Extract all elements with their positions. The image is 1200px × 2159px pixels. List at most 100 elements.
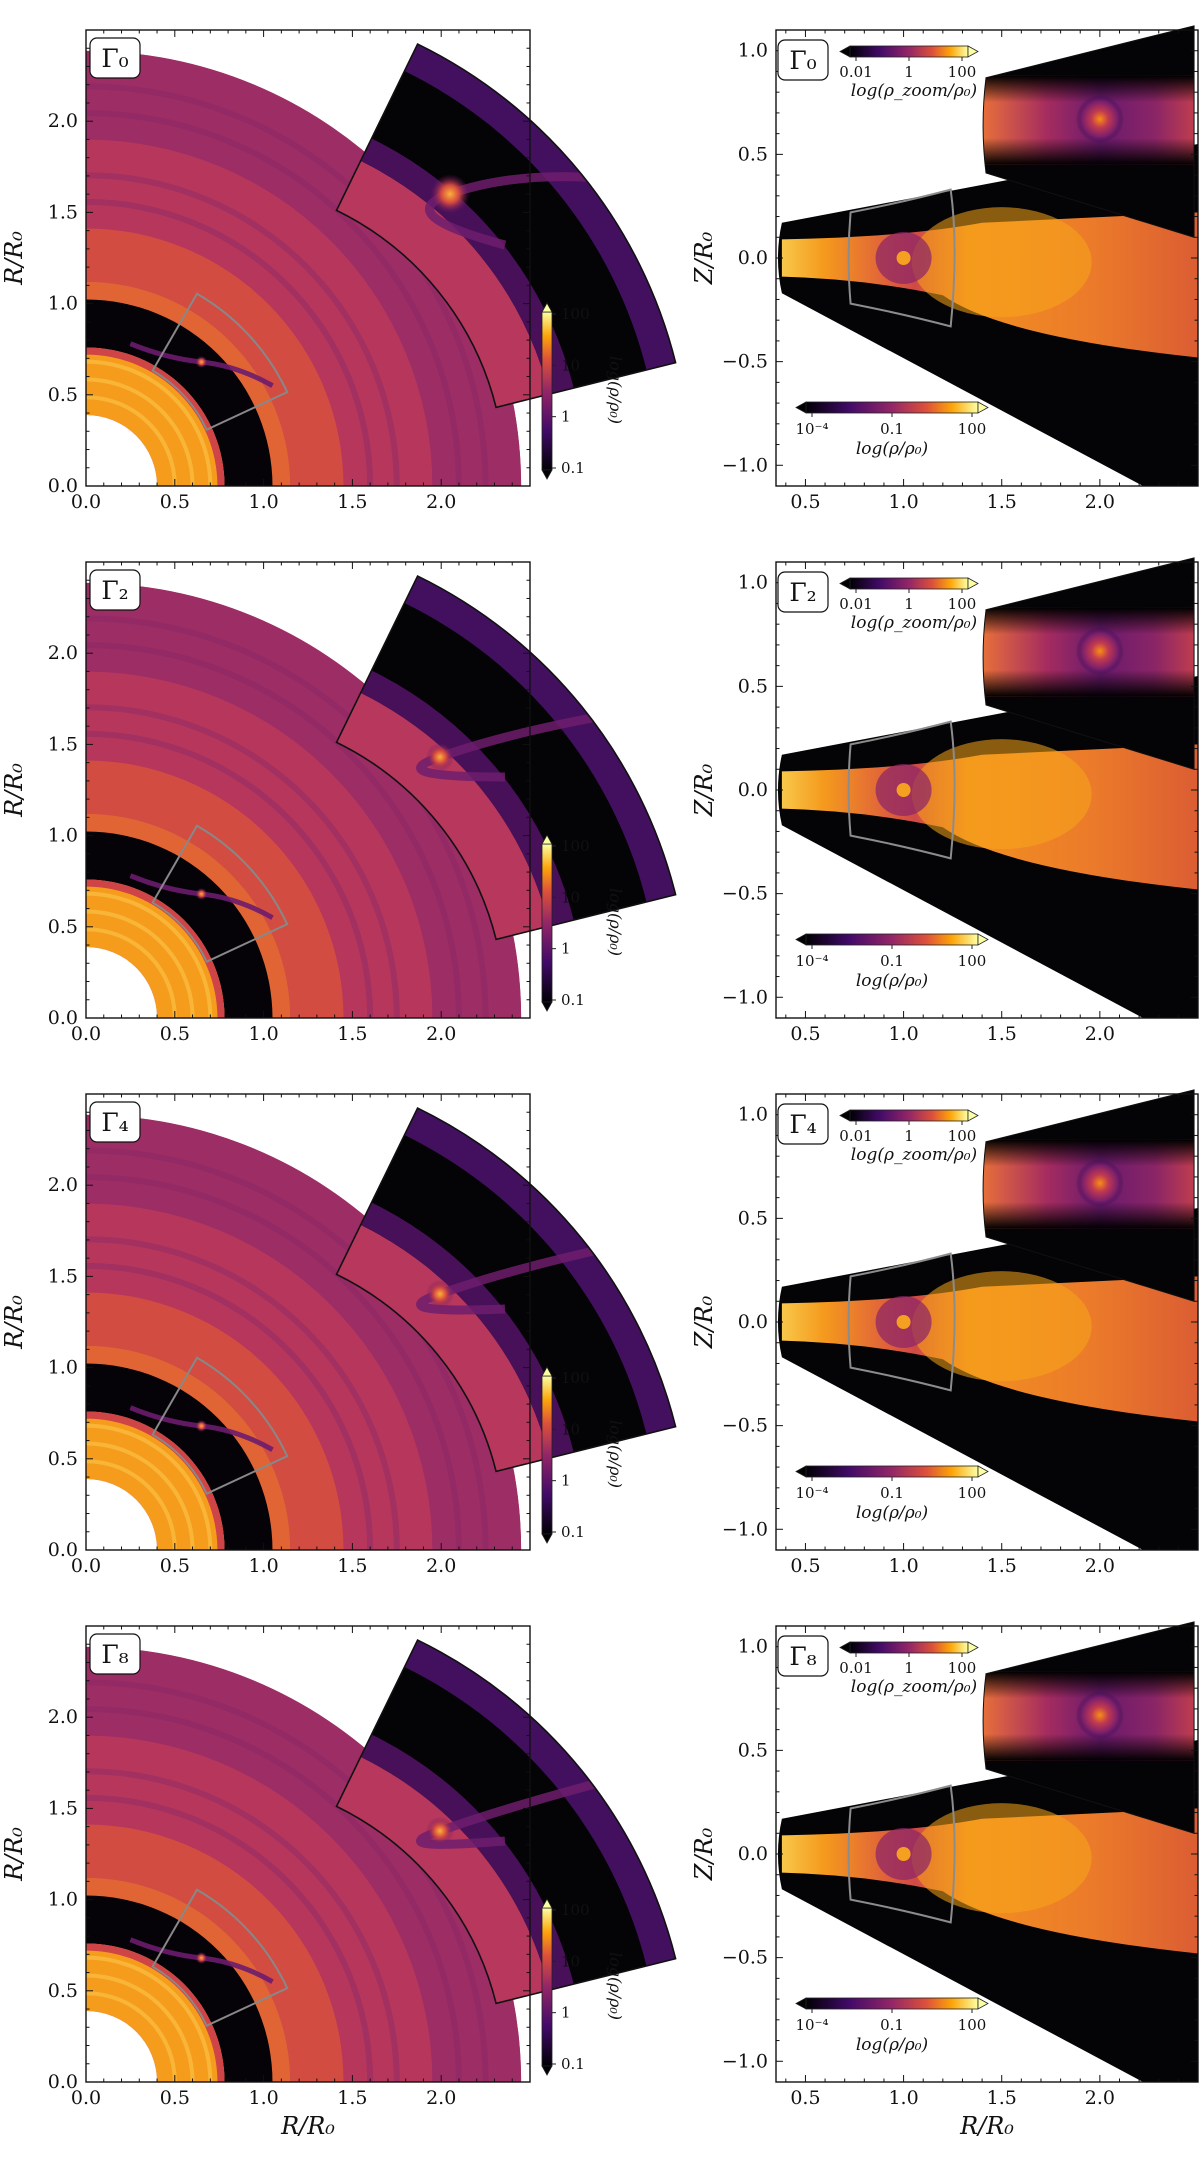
x-tick-label: 2.0 (1085, 2087, 1115, 2109)
y-tick-label: 1.5 (48, 201, 78, 223)
x-tick-label: 1.5 (337, 1023, 367, 1045)
x-tick-label: 1.5 (987, 491, 1017, 513)
inset-inner-edge (336, 1224, 550, 1472)
colorbar-gradient (541, 1375, 553, 1535)
inner-disc (86, 347, 225, 486)
axes: 0.0 0.5 1.0 1.5 2.0 0.0 0.5 1.0 1.5 2.0 R/R₀ (0, 1093, 531, 1577)
colorbar-gradient (805, 933, 979, 946)
colorbar-tick-label: 0.1 (880, 2016, 904, 2034)
colorbar-tick-label: 100 (958, 420, 987, 438)
panel-label: Γ₈ (777, 1635, 829, 1677)
panel-label: Γ₀ (777, 39, 829, 81)
colorbar-tick-label: 1 (904, 63, 914, 81)
colorbar-extend-right (967, 1109, 979, 1122)
x-tick-label: 1.0 (248, 491, 278, 513)
y-tick-label: −1.0 (722, 1518, 768, 1540)
colorbar-tick-label: 100 (561, 305, 590, 323)
x-tick-label: 2.0 (426, 1023, 456, 1045)
panel-label-box (777, 571, 829, 613)
y-axis-label: R/R₀ (0, 763, 28, 818)
colorbar-extend-right (967, 1641, 979, 1654)
inset-outer-edge (404, 1640, 676, 1966)
colorbar-tick-label: 100 (561, 1901, 590, 1919)
colorbar-tick-label: 10⁻⁴ (795, 952, 828, 970)
inset-border (982, 1089, 1195, 1302)
colorbar-tick-label: 100 (948, 63, 977, 81)
y-tick-label: 0.0 (738, 1843, 768, 1865)
x-tick-label: 0.0 (71, 1555, 101, 1577)
colorbar-tick-label: 10 (561, 356, 580, 374)
inset-background (336, 576, 676, 940)
y-tick-label: 1.0 (48, 1889, 78, 1911)
colorbar-tick-label: 100 (948, 595, 977, 613)
axes: 0.0 0.5 1.0 1.5 2.0 0.0 0.5 1.0 1.5 2.0 R/R₀ (0, 561, 531, 1045)
disc-ring (86, 1824, 344, 2082)
disc-ring (86, 228, 344, 486)
panel-label-box (777, 39, 829, 81)
y-tick-label: 0.5 (738, 675, 768, 697)
axes: 0.5 1.0 1.5 2.0 1.0 0.5 0.0 −0.5 −1.0 Z/R₀ (690, 1093, 1199, 1577)
colorbar-tick-label: 10 (561, 1420, 580, 1438)
zoom-region-outline (847, 188, 956, 328)
midplane-panel: 100 10 1 0.1 log(ρ/ρ₀) 0.0 0.5 1.0 1.5 2.0 0.0 0.5 1… (0, 1625, 677, 2140)
colorbar-extend-bottom (541, 469, 553, 480)
colorbar-gradient (805, 1465, 979, 1478)
panel-label-text: Γ₂ (101, 576, 128, 605)
inset-border (335, 1107, 677, 1473)
y-tick-label: −1.0 (722, 2050, 768, 2072)
colorbar-extend-bottom (541, 2065, 553, 2076)
y-tick-label: 0.0 (738, 247, 768, 269)
x-tick-label: 0.0 (71, 2087, 101, 2109)
x-tick-label: 1.5 (987, 1023, 1017, 1045)
y-tick-label: −0.5 (722, 1415, 768, 1437)
y-tick-label: 2.0 (48, 1706, 78, 1728)
central-hole (86, 1478, 158, 1550)
x-tick-label: 1.5 (987, 2087, 1017, 2109)
x-tick-label: 1.0 (248, 1023, 278, 1045)
x-tick-label: 0.0 (71, 491, 101, 513)
colorbar-extend-left (795, 1465, 807, 1478)
disc-ring (86, 1735, 433, 2082)
colorbar-tick-label: 1 (904, 1127, 914, 1145)
zoom-inset (335, 1107, 677, 1473)
panel-label: Γ₈ (89, 1633, 141, 1675)
inset-gap-edge (360, 670, 574, 927)
outer-disc-core (911, 739, 1092, 850)
zoom-inset (335, 43, 677, 409)
colorbar-label: log(ρ/ρ₀) (856, 2035, 928, 2055)
colorbar-extend-right (977, 401, 989, 414)
y-tick-label: 0.5 (738, 1207, 768, 1229)
inset-inner-edge (336, 692, 550, 940)
axes: 0.0 0.5 1.0 1.5 2.0 0.0 0.5 1.0 1.5 2.0 R/R₀ (0, 29, 531, 513)
disc-ring (86, 1203, 433, 1550)
colorbar-tick-label: 1 (561, 940, 571, 958)
outer-disc-core (911, 1803, 1092, 1914)
colorbar: 100 10 1 0.1 log(ρ/ρ₀) (541, 1898, 625, 2076)
inset-planet (1075, 627, 1124, 676)
main-colorbar: 10⁻⁴ 0.1 100 log(ρ/ρ₀) (795, 933, 989, 991)
inset-background (336, 1640, 676, 2004)
x-tick-label: 0.5 (790, 1555, 820, 1577)
panel-label-text: Γ₀ (101, 44, 128, 73)
axes-frame (85, 561, 531, 1019)
zoom-region-outline (151, 824, 289, 964)
panel-label: Γ₀ (89, 37, 141, 79)
colorbar-tick-label: 0.1 (561, 2055, 585, 2073)
inset-background (336, 44, 676, 408)
panel-label-box (89, 569, 141, 611)
y-tick-label: 0.0 (48, 475, 78, 497)
inner-disc (86, 1943, 225, 2082)
zoom-inset (982, 557, 1195, 770)
colorbar-extend-left (839, 1641, 851, 1654)
y-axis-label: R/R₀ (0, 231, 28, 286)
central-hole (86, 414, 158, 486)
panel-label: Γ₄ (89, 1101, 141, 1143)
y-axis-label: R/R₀ (0, 1827, 28, 1882)
panel-label-box (89, 1633, 141, 1675)
y-tick-label: −1.0 (722, 986, 768, 1008)
y-tick-label: 1.5 (48, 733, 78, 755)
zoom-region-outline (151, 1888, 289, 2028)
colorbar-tick-label: 10⁻⁴ (795, 2016, 828, 2034)
